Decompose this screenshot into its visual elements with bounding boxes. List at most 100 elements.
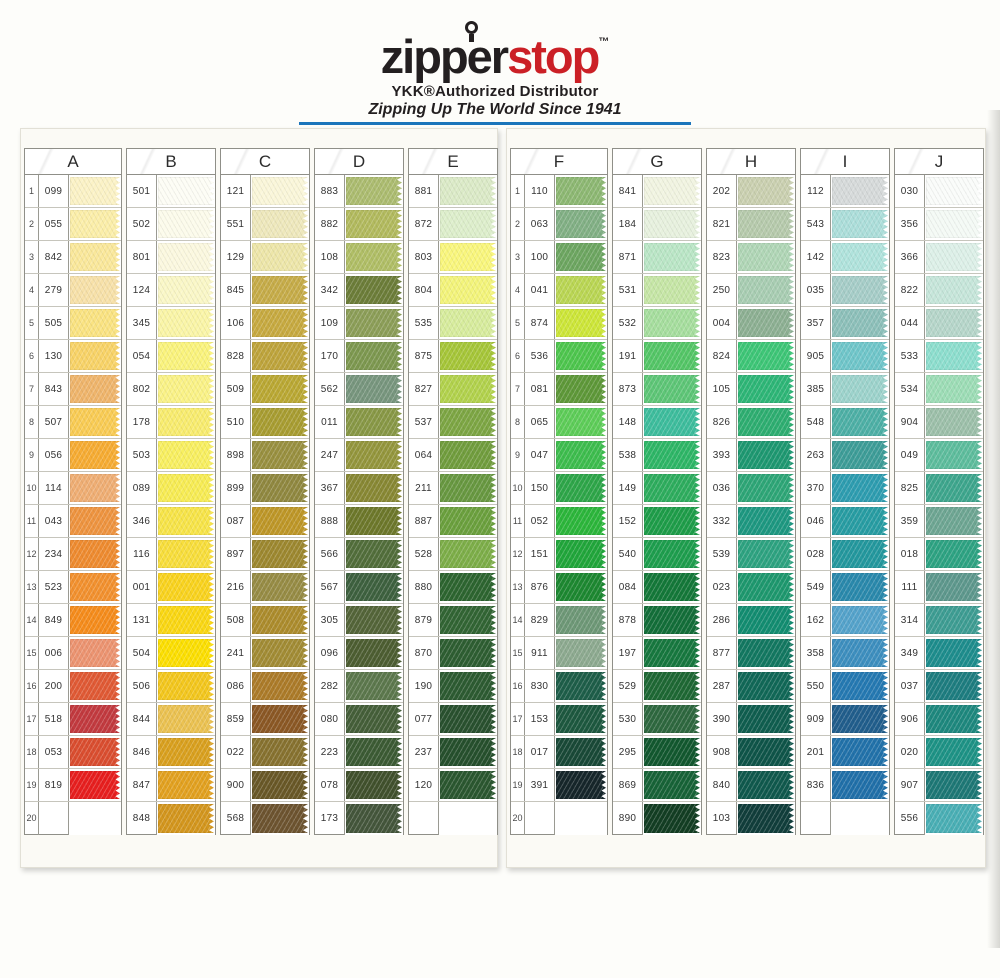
swatch-row: 14 829 [511,604,607,637]
color-code: 081 [525,373,555,405]
color-swatch [644,738,700,766]
color-swatch [556,243,606,271]
row-number: 2 [511,208,525,240]
swatch-row: 538 [613,439,701,472]
swatch-row: 191 [613,340,701,373]
color-swatch [346,672,402,700]
swatch-cell [555,406,607,438]
swatch-cell [157,703,215,735]
swatch-cell [643,439,701,471]
swatch-row: 18 017 [511,736,607,769]
color-code: 055 [39,208,69,240]
color-code: 391 [525,769,555,801]
color-column-F: F 1 110 2 063 3 100 4 041 5 874 6 536 7 081 8 065 9 047 10 1… [510,148,608,835]
color-swatch [926,540,982,568]
swatch-cell [831,208,889,240]
swatch-row: 190 [409,670,497,703]
swatch-row: 5 505 [25,307,121,340]
swatch-cell [157,736,215,768]
swatch-row: 877 [707,637,795,670]
color-swatch [346,408,402,436]
swatch-row: 510 [221,406,309,439]
swatch-row: 223 [315,736,403,769]
swatch-row: 907 [895,769,983,802]
swatch-row: 840 [707,769,795,802]
swatch-row: 821 [707,208,795,241]
color-swatch [926,342,982,370]
swatch-row: 836 [801,769,889,802]
color-code: 237 [409,736,439,768]
color-swatch [346,606,402,634]
color-code: 065 [525,406,555,438]
swatch-row: 20 [25,802,121,835]
color-swatch [440,606,496,634]
swatch-cell [251,274,309,306]
swatch-cell [157,802,215,835]
color-code: 534 [895,373,925,405]
row-number: 1 [511,175,525,207]
color-swatch [738,309,794,337]
color-code: 305 [315,604,345,636]
swatch-cell [69,439,121,471]
swatch-cell [439,307,497,339]
swatch-row: 035 [801,274,889,307]
swatch-row: 869 [613,769,701,802]
row-number: 8 [511,406,525,438]
row-number: 18 [25,736,39,768]
swatch-cell [831,505,889,537]
swatch-row: 567 [315,571,403,604]
swatch-cell [345,307,403,339]
color-swatch [440,210,496,238]
color-code: 105 [707,373,737,405]
swatch-cell [157,604,215,636]
color-code: 087 [221,505,251,537]
color-swatch [158,606,214,634]
color-code: 897 [221,538,251,570]
swatch-cell [831,703,889,735]
brand-black-text: zipper [380,30,509,83]
swatch-row: 537 [409,406,497,439]
color-swatch [252,276,308,304]
swatch-row: 508 [221,604,309,637]
swatch-row [409,802,497,835]
color-swatch [440,573,496,601]
color-code: 846 [127,736,157,768]
swatch-cell [831,340,889,372]
swatch-cell [831,241,889,273]
swatch-row: 342 [315,274,403,307]
swatch-row: 11 043 [25,505,121,538]
swatch-cell [737,670,795,702]
color-swatch [926,408,982,436]
color-swatch [158,210,214,238]
color-swatch [926,738,982,766]
swatch-row: 295 [613,736,701,769]
color-code: 346 [127,505,157,537]
swatch-cell [643,340,701,372]
swatch-row: 539 [707,538,795,571]
swatch-cell [925,505,983,537]
swatch-row: 19 391 [511,769,607,802]
row-number: 20 [511,802,525,835]
swatch-cell [69,670,121,702]
color-swatch [346,375,402,403]
swatch-cell [643,802,701,835]
swatch-cell [555,637,607,669]
color-code: 821 [707,208,737,240]
color-swatch [158,243,214,271]
swatch-row: 534 [895,373,983,406]
swatch-row: 880 [409,571,497,604]
swatch-cell [737,373,795,405]
color-swatch [158,276,214,304]
color-code: 504 [127,637,157,669]
swatch-cell [69,274,121,306]
color-code: 349 [895,637,925,669]
row-number: 5 [511,307,525,339]
color-code: 247 [315,439,345,471]
swatch-row: 314 [895,604,983,637]
color-swatch [252,408,308,436]
swatch-row: 17 518 [25,703,121,736]
swatch-cell [251,670,309,702]
swatch-row: 001 [127,571,215,604]
swatch-cell [555,802,607,835]
color-code: 508 [221,604,251,636]
